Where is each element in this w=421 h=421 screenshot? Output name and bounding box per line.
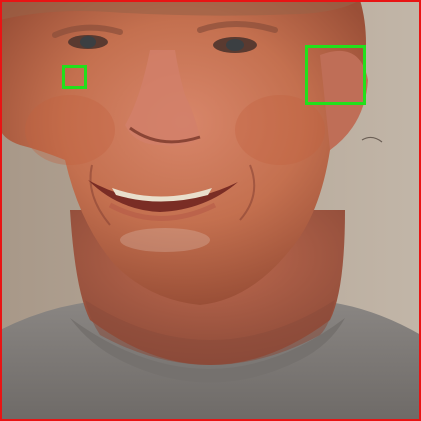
smile-line-left	[89, 164, 111, 226]
chin-stubble	[120, 228, 210, 252]
left-eye-iris	[80, 36, 96, 48]
neck-shadow	[85, 300, 335, 365]
smile-line-right	[239, 164, 256, 221]
nose	[125, 50, 200, 146]
left-cheek	[25, 95, 115, 165]
right-cheek	[235, 95, 325, 165]
right-eye-iris	[226, 39, 244, 51]
right-eyebrow	[197, 21, 278, 33]
teeth	[112, 188, 212, 202]
shirt-collar	[70, 318, 345, 383]
left-eyebrow	[52, 24, 123, 38]
right-ear	[320, 50, 368, 151]
nose-shadow	[129, 126, 201, 144]
annotation-box-small	[62, 65, 87, 89]
hair-strand	[361, 136, 383, 143]
face	[0, 0, 366, 305]
mouth	[88, 180, 238, 212]
hair	[0, 0, 360, 20]
annotation-box-large	[305, 45, 366, 105]
lower-lip	[108, 202, 217, 221]
